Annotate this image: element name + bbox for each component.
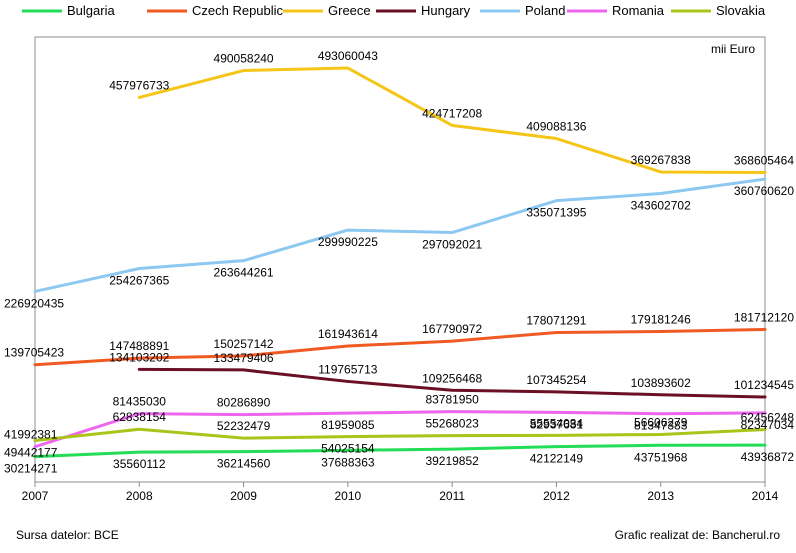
data-label-romania: 82347034 xyxy=(741,418,795,432)
data-label-bulgaria: 30214271 xyxy=(4,462,58,476)
data-label-romania: 81959085 xyxy=(321,418,375,432)
legend-label-hungary: Hungary xyxy=(421,3,471,18)
data-labels: 30214271 35560112 36214560 37688363 39219852… xyxy=(4,49,794,476)
data-label-slovakia: 55268023 xyxy=(425,417,479,431)
data-label-bulgaria: 39219852 xyxy=(425,454,479,468)
x-tick-label: 2013 xyxy=(647,489,674,503)
data-label-greece: 493060043 xyxy=(318,49,378,63)
series-line-bulgaria xyxy=(33,443,767,459)
data-label-czech-republic: 147488891 xyxy=(109,339,169,353)
data-label-bulgaria: 42122149 xyxy=(530,452,584,466)
data-label-bulgaria: 37688363 xyxy=(321,455,375,469)
x-tick-label: 2008 xyxy=(126,489,153,503)
data-label-greece: 409088136 xyxy=(526,120,586,134)
credit-note: Grafic realizat de: Bancherul.ro xyxy=(614,528,780,542)
data-label-czech-republic: 161943614 xyxy=(318,327,378,341)
data-label-greece: 369267838 xyxy=(631,153,691,167)
x-tick-label: 2014 xyxy=(752,489,779,503)
data-label-slovakia: 62838154 xyxy=(113,410,167,424)
data-label-romania: 83781950 xyxy=(425,393,479,407)
data-label-greece: 368605464 xyxy=(734,154,794,168)
legend-label-bulgaria: Bulgaria xyxy=(67,3,115,18)
data-label-czech-republic: 181712120 xyxy=(734,310,794,324)
data-label-slovakia: 52232479 xyxy=(217,419,271,433)
data-label-hungary: 109256468 xyxy=(422,371,482,385)
data-label-poland: 226920435 xyxy=(4,296,64,310)
data-label-hungary: 107345254 xyxy=(526,373,586,387)
data-label-poland: 263644261 xyxy=(214,266,274,280)
data-label-czech-republic: 150257142 xyxy=(214,337,274,351)
data-label-czech-republic: 167790972 xyxy=(422,322,482,336)
data-label-hungary: 101234545 xyxy=(734,378,794,392)
x-tick-label: 2009 xyxy=(230,489,257,503)
data-label-slovakia: 55554034 xyxy=(530,416,584,430)
x-tick-label: 2011 xyxy=(439,489,465,503)
source-note: Sursa datelor: BCE xyxy=(16,528,119,542)
series-line-romania xyxy=(33,410,767,449)
data-label-czech-republic: 178071291 xyxy=(526,313,586,327)
data-label-greece: 490058240 xyxy=(214,52,274,66)
data-label-poland: 297092021 xyxy=(422,238,482,252)
line-chart: Bulgaria Czech Republic Greece Hungary Polan… xyxy=(4,3,794,503)
data-label-poland: 299990225 xyxy=(318,235,378,249)
series-line-poland xyxy=(33,177,767,293)
data-label-slovakia: 62456248 xyxy=(741,411,795,425)
data-label-romania: 41992381 xyxy=(4,428,58,442)
x-tick-label: 2012 xyxy=(543,489,570,503)
series-lines xyxy=(33,66,767,459)
data-label-poland: 254267365 xyxy=(109,274,169,288)
data-label-czech-republic: 179181246 xyxy=(631,313,691,327)
x-tick-label: 2007 xyxy=(22,489,49,503)
data-label-slovakia: 49442177 xyxy=(4,445,58,459)
legend: Bulgaria Czech Republic Greece Hungary Polan… xyxy=(22,3,766,18)
data-label-bulgaria: 43751968 xyxy=(634,450,688,464)
legend-label-slovakia: Slovakia xyxy=(716,3,766,18)
series-line-slovakia xyxy=(33,427,767,442)
data-label-hungary: 133479406 xyxy=(214,351,274,365)
data-label-hungary: 103893602 xyxy=(631,376,691,390)
data-label-greece: 424717208 xyxy=(422,106,482,120)
data-label-bulgaria: 35560112 xyxy=(113,457,166,471)
data-label-hungary: 134103202 xyxy=(109,350,169,364)
data-label-poland: 360760620 xyxy=(734,184,794,198)
data-label-bulgaria: 43936872 xyxy=(741,450,795,464)
legend-label-romania: Romania xyxy=(612,3,665,18)
legend-label-greece: Greece xyxy=(328,3,371,18)
data-label-greece: 457976733 xyxy=(109,78,169,92)
data-label-romania: 81435030 xyxy=(113,395,167,409)
data-label-romania: 80286890 xyxy=(217,396,271,410)
data-label-czech-republic: 139705423 xyxy=(4,346,64,360)
data-label-romania: 82937681 xyxy=(530,417,584,431)
data-label-hungary: 119765713 xyxy=(318,362,378,376)
legend-label-czech-republic: Czech Republic xyxy=(192,3,284,18)
data-label-bulgaria: 36214560 xyxy=(217,457,271,471)
x-tick-label: 2010 xyxy=(335,489,362,503)
legend-label-poland: Poland xyxy=(525,3,565,18)
series-line-czech-republic xyxy=(33,327,767,367)
unit-label: mii Euro xyxy=(711,42,755,56)
data-label-slovakia: 56606279 xyxy=(634,415,688,429)
data-label-slovakia: 54025154 xyxy=(321,442,375,456)
x-axis-ticks: 2007 2008 2009 2010 2011 2012 2013 2014 xyxy=(22,482,779,503)
data-label-romania: 81347383 xyxy=(634,419,688,433)
series-line-hungary xyxy=(137,367,767,399)
data-label-poland: 343602702 xyxy=(631,199,691,213)
data-label-poland: 335071395 xyxy=(526,206,586,220)
series-line-greece xyxy=(137,66,767,175)
